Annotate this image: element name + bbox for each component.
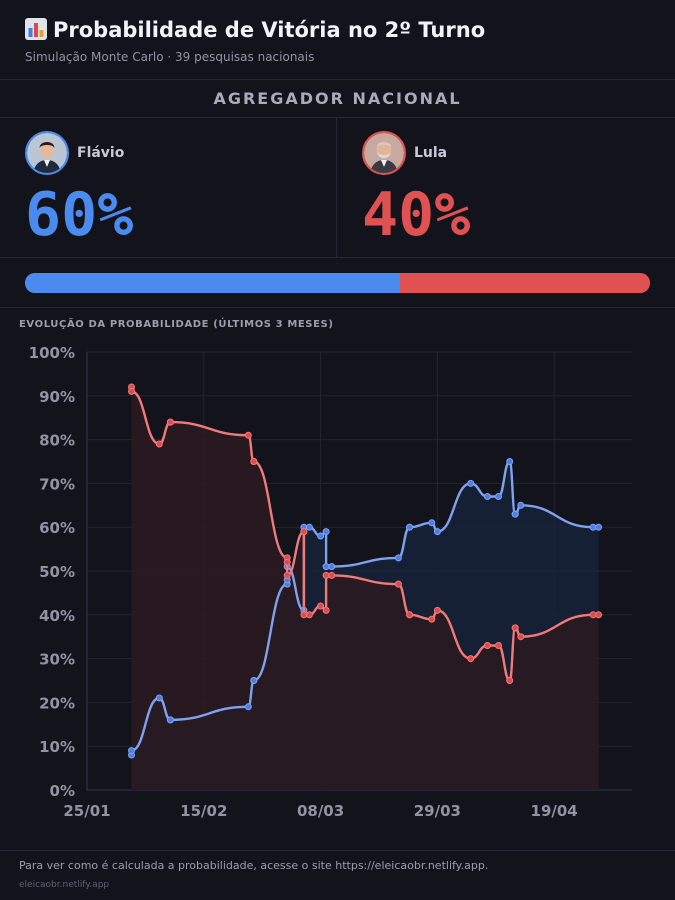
x-tick-label: 25/01 xyxy=(63,802,110,820)
person-portrait-icon xyxy=(364,133,404,173)
data-point-lula xyxy=(517,633,525,641)
candidate-probability: 60% xyxy=(25,180,134,250)
data-point-flavio xyxy=(406,523,414,531)
probability-bar xyxy=(25,273,650,293)
data-point-lula xyxy=(328,571,336,579)
data-point-lula xyxy=(595,611,603,619)
data-point-lula xyxy=(300,528,308,536)
page-title: Probabilidade de Vitória no 2º Turno xyxy=(25,18,485,42)
data-point-lula xyxy=(155,440,163,448)
data-point-flavio xyxy=(250,677,258,684)
data-point-flavio xyxy=(495,493,502,500)
chart-section-label: EVOLUÇÃO DA PROBABILIDADE (ÚLTIMOS 3 MES… xyxy=(19,319,334,330)
x-tick-label: 19/04 xyxy=(531,802,578,820)
data-point-lula xyxy=(317,602,325,610)
footer-site: eleicaobr.netlify.app xyxy=(19,880,110,890)
header: Probabilidade de Vitória no 2º Turno Sim… xyxy=(0,0,675,80)
data-point-flavio xyxy=(166,716,174,724)
data-point-lula xyxy=(483,642,491,649)
y-tick-label: 80% xyxy=(39,432,75,450)
data-point-flavio xyxy=(317,532,325,540)
data-point-flavio xyxy=(517,501,525,509)
aggregator-label: AGREGADOR NACIONAL xyxy=(0,80,675,118)
data-point-lula xyxy=(128,387,135,395)
data-point-flavio xyxy=(128,747,135,755)
x-tick-label: 08/03 xyxy=(297,802,344,820)
data-point-flavio xyxy=(433,528,441,536)
page-subtitle: Simulação Monte Carlo · 39 pesquisas nac… xyxy=(25,50,315,64)
footer-note: Para ver como é calculada a probabilidad… xyxy=(19,859,489,872)
data-point-flavio xyxy=(394,554,402,562)
data-point-lula xyxy=(428,615,436,623)
data-point-flavio xyxy=(328,563,336,571)
y-tick-label: 10% xyxy=(39,738,75,756)
candidate-name: Lula xyxy=(414,145,448,161)
data-point-lula xyxy=(166,418,174,426)
data-point-lula xyxy=(244,431,252,439)
avatar xyxy=(362,131,406,175)
y-tick-label: 100% xyxy=(29,344,75,362)
x-tick-label: 15/02 xyxy=(180,802,227,820)
data-point-lula xyxy=(433,606,441,614)
person-portrait-icon xyxy=(27,133,67,173)
data-point-flavio xyxy=(428,519,436,527)
y-tick-label: 40% xyxy=(39,607,75,625)
y-tick-label: 60% xyxy=(39,519,75,537)
data-point-flavio xyxy=(155,694,163,702)
y-tick-label: 30% xyxy=(39,651,75,669)
data-point-flavio xyxy=(244,703,252,711)
data-point-flavio xyxy=(483,493,491,500)
footer: Para ver como é calculada a probabilidad… xyxy=(0,850,675,900)
data-point-lula xyxy=(406,611,414,619)
candidate-probability: 40% xyxy=(362,180,471,250)
x-tick-label: 29/03 xyxy=(414,802,461,820)
data-point-lula xyxy=(495,642,502,649)
data-point-lula xyxy=(322,606,330,614)
data-point-flavio xyxy=(467,479,475,487)
data-point-lula xyxy=(305,611,313,619)
data-point-lula xyxy=(511,624,519,632)
data-point-flavio xyxy=(322,528,330,536)
data-point-flavio xyxy=(595,523,603,531)
data-point-lula xyxy=(467,655,475,663)
y-tick-label: 90% xyxy=(39,388,75,406)
data-point-lula xyxy=(394,580,402,588)
data-point-lula xyxy=(506,677,514,684)
y-tick-label: 0% xyxy=(50,782,75,800)
probability-chart: 0% 10% 20% 30% 40% 50% 60% 70% 80% 90% 100% 25/01 15… xyxy=(29,344,632,820)
data-point-flavio xyxy=(511,510,519,518)
y-tick-label: 70% xyxy=(39,475,75,493)
title-text: Probabilidade de Vitória no 2º Turno xyxy=(53,18,486,42)
candidate-card-lula: Lula 40% xyxy=(337,118,675,258)
probability-bar-flavio xyxy=(25,273,400,293)
data-point-flavio xyxy=(506,458,514,465)
y-tick-label: 50% xyxy=(39,563,75,581)
probability-bar-lula xyxy=(400,273,650,293)
data-point-flavio xyxy=(305,523,313,531)
data-point-lula xyxy=(250,458,258,465)
avatar xyxy=(25,131,69,175)
area-lula xyxy=(131,387,599,790)
data-point-lula xyxy=(283,558,291,566)
bar-chart-icon xyxy=(25,18,47,40)
y-tick-label: 20% xyxy=(39,694,75,712)
candidate-card-flavio: Flávio 60% xyxy=(0,118,337,258)
data-point-lula xyxy=(283,571,291,579)
probability-bar-section xyxy=(0,258,675,308)
candidate-name: Flávio xyxy=(77,145,125,161)
